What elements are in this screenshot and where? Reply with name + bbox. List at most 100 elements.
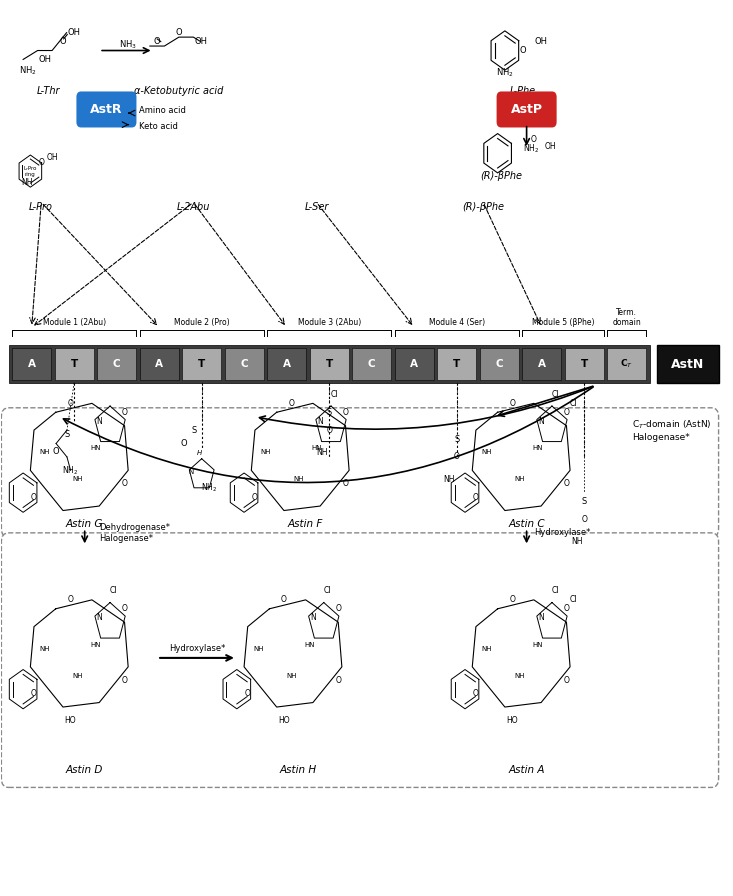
Text: O: O (335, 604, 341, 613)
Text: O: O (509, 595, 515, 604)
Text: AstN: AstN (671, 358, 704, 371)
Text: OH: OH (67, 28, 81, 37)
Text: T: T (453, 359, 460, 369)
Text: NH: NH (260, 450, 271, 455)
Text: O: O (59, 37, 66, 46)
Text: Cl: Cl (552, 586, 559, 596)
Text: A: A (283, 359, 291, 369)
Text: T: T (70, 359, 78, 369)
Text: O: O (180, 439, 187, 448)
Text: NH: NH (514, 673, 525, 679)
Text: N: N (96, 613, 102, 622)
Text: O: O (454, 452, 460, 461)
Text: O: O (473, 689, 479, 698)
Text: O: O (67, 595, 73, 604)
Text: O: O (564, 408, 570, 417)
FancyBboxPatch shape (1, 533, 718, 788)
Bar (9, 345, 649, 383)
Bar (480, 348, 519, 380)
Text: Keto acid: Keto acid (139, 122, 178, 131)
Text: L-Phe: L-Phe (510, 86, 536, 96)
Text: O: O (564, 676, 570, 685)
Text: C$_T$: C$_T$ (620, 358, 633, 370)
Text: Module 3 (2Abu): Module 3 (2Abu) (298, 318, 361, 327)
Text: S: S (65, 430, 70, 439)
Text: HO: HO (65, 716, 76, 725)
Text: O: O (122, 676, 128, 685)
Text: N: N (317, 417, 323, 426)
Text: NH: NH (73, 673, 83, 679)
Text: Cl: Cl (570, 595, 578, 604)
Text: Module 1 (2Abu): Module 1 (2Abu) (43, 318, 106, 327)
Text: Astin D: Astin D (66, 764, 103, 774)
Text: O: O (564, 479, 570, 488)
Text: Astin H: Astin H (280, 764, 317, 774)
Text: O: O (154, 37, 161, 46)
Text: NH: NH (482, 450, 492, 455)
Text: A: A (155, 359, 163, 369)
Text: N: N (96, 417, 102, 426)
Text: NH$_2$: NH$_2$ (523, 142, 539, 155)
Bar (183, 348, 221, 380)
Text: O: O (473, 493, 479, 502)
Text: N: N (538, 613, 544, 622)
Text: NH: NH (316, 448, 328, 457)
Text: A: A (28, 359, 36, 369)
Text: OH: OH (38, 55, 51, 64)
FancyBboxPatch shape (498, 92, 556, 126)
Text: Cl: Cl (552, 390, 559, 399)
Text: NH: NH (443, 475, 455, 484)
FancyBboxPatch shape (78, 92, 136, 126)
Bar (564, 348, 604, 380)
Text: O: O (564, 604, 570, 613)
Text: NH: NH (21, 178, 32, 187)
Text: NH: NH (571, 538, 583, 547)
Text: NH: NH (514, 477, 525, 482)
Text: L-Ser: L-Ser (304, 202, 328, 211)
Text: L-Pro
ring: L-Pro ring (23, 166, 37, 177)
Text: C: C (496, 359, 503, 369)
Text: O: O (122, 408, 128, 417)
Text: Cl: Cl (110, 586, 117, 596)
Text: S: S (192, 426, 197, 435)
Text: OH: OH (534, 37, 548, 46)
Text: O: O (176, 28, 183, 37)
Text: L-Thr: L-Thr (37, 86, 60, 96)
Text: HN: HN (312, 445, 322, 451)
Text: NH$_3$: NH$_3$ (119, 38, 137, 50)
Text: A: A (410, 359, 419, 369)
Text: Module 4 (Ser): Module 4 (Ser) (429, 318, 485, 327)
Text: Cl: Cl (324, 586, 331, 596)
Text: O: O (122, 604, 128, 613)
Text: H: H (197, 451, 202, 456)
Text: T: T (198, 359, 205, 369)
Text: NH: NH (40, 450, 50, 455)
Text: O: O (342, 479, 348, 488)
Text: NH$_2$: NH$_2$ (19, 65, 37, 77)
Text: Term.
domain: Term. domain (612, 308, 641, 327)
Text: Astin G: Astin G (66, 519, 103, 529)
Text: Cl: Cl (570, 399, 578, 408)
Text: α-Ketobutyric acid: α-Ketobutyric acid (134, 86, 224, 96)
Bar (522, 348, 561, 380)
Text: T: T (325, 359, 333, 369)
Text: L-2Abu: L-2Abu (177, 202, 210, 211)
Text: O: O (288, 399, 294, 408)
Text: O: O (38, 158, 44, 167)
Bar (225, 348, 264, 380)
FancyBboxPatch shape (1, 408, 718, 538)
Text: O: O (335, 676, 341, 685)
Text: (R)-βPhe: (R)-βPhe (480, 170, 522, 181)
Text: NH: NH (482, 646, 492, 652)
Text: Hydroxylase*: Hydroxylase* (534, 529, 590, 538)
Bar (607, 348, 646, 380)
Text: A: A (538, 359, 545, 369)
Bar (268, 348, 306, 380)
Text: HN: HN (90, 445, 101, 451)
Text: OH: OH (194, 37, 207, 46)
Text: O: O (31, 689, 37, 698)
Text: C: C (368, 359, 375, 369)
Bar (97, 348, 136, 380)
Text: O: O (281, 595, 287, 604)
Text: HN: HN (532, 445, 542, 451)
